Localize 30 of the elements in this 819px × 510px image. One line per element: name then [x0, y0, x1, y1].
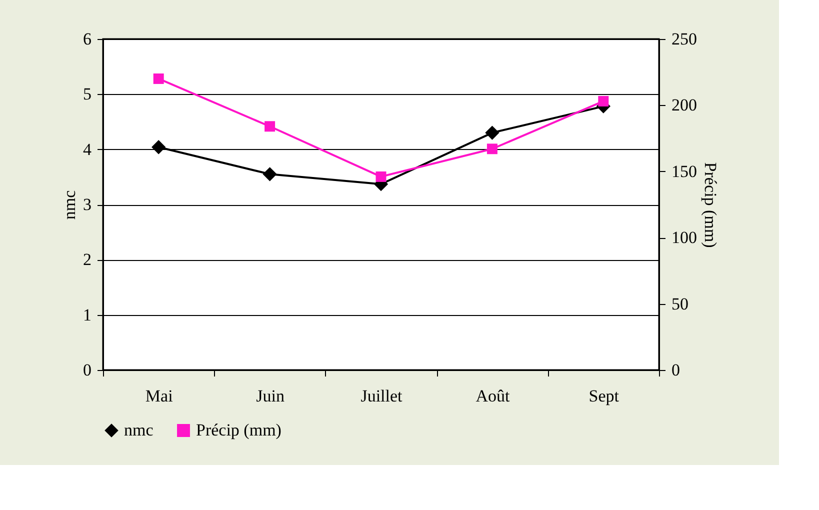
point	[485, 126, 500, 140]
point	[376, 171, 386, 182]
y2-tick-label: 150	[672, 162, 697, 181]
point	[486, 144, 498, 154]
y-tick-label: 2	[83, 250, 92, 270]
y2-axis-title: Précip (mm)	[701, 162, 720, 248]
y2-tick-label: 100	[672, 228, 697, 248]
point	[262, 167, 277, 182]
y-tick-label: 4	[83, 140, 92, 159]
y2-tick-label: 250	[672, 30, 697, 48]
point	[598, 96, 609, 106]
x-tick-label: Juillet	[360, 386, 403, 406]
y-tick-label: 0	[83, 360, 92, 380]
y2-tick-label: 200	[672, 96, 697, 115]
y-tick-label: 3	[83, 195, 92, 214]
y2-tick-label: 50	[672, 294, 688, 314]
y-axis-title: nmc	[60, 190, 79, 220]
y-tick-label: 6	[83, 30, 92, 48]
legend-label: nmc	[124, 420, 154, 440]
y2-tick-label: 0	[672, 360, 680, 380]
point	[152, 140, 166, 154]
x-tick-label: Août	[476, 386, 510, 406]
x-tick-label: Mai	[145, 386, 174, 406]
point	[153, 73, 164, 84]
x-tick-label: Juin	[256, 386, 285, 406]
x-tick-label: Sept	[588, 386, 620, 406]
legend-label: Précip (mm)	[196, 420, 282, 440]
y-tick-label: 5	[83, 84, 92, 104]
point	[264, 121, 276, 132]
y-tick-label: 1	[83, 305, 92, 324]
